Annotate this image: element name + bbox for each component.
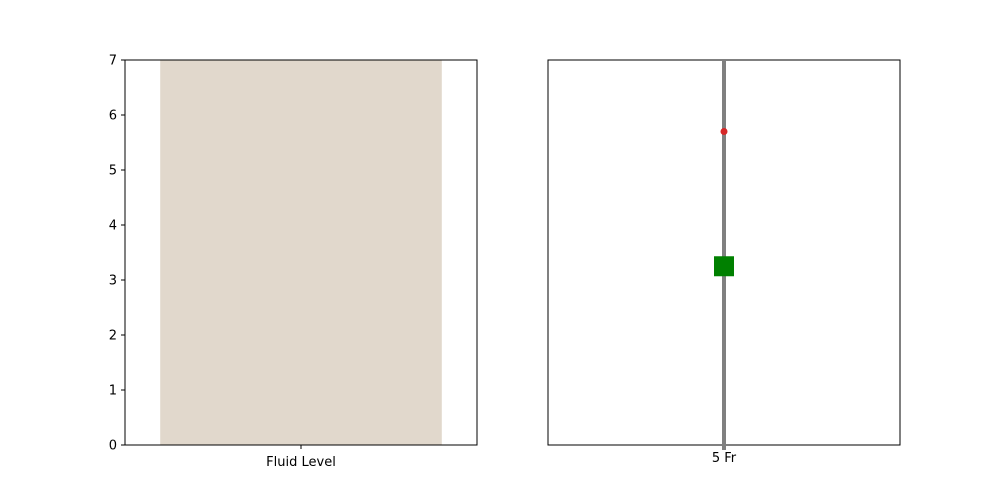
left-y-ticks: 0 1 2 3 4 5 6 7: [109, 54, 125, 454]
marker-square: [714, 256, 734, 277]
y-tick-label: 5: [109, 164, 117, 179]
y-tick-label: 4: [109, 219, 117, 234]
right-content: [714, 60, 734, 450]
y-tick-label: 0: [109, 439, 117, 454]
bar-fluid-level: [160, 60, 442, 445]
x-tick-label: 5 Fr: [712, 451, 737, 466]
y-tick-label: 3: [109, 274, 117, 289]
left-panel: 0 1 2 3 4 5 6 7 Fluid Level: [109, 54, 478, 470]
left-bars: [160, 60, 442, 445]
marker-circle: [720, 128, 728, 135]
y-tick-label: 1: [109, 384, 117, 399]
left-x-ticks: Fluid Level: [266, 445, 336, 470]
right-panel: 5 Fr: [547, 59, 901, 466]
y-tick-label: 7: [109, 54, 117, 69]
y-tick-label: 6: [109, 109, 117, 124]
right-x-ticks: 5 Fr: [712, 451, 737, 466]
x-tick-label: Fluid Level: [266, 455, 336, 470]
y-tick-label: 2: [109, 329, 117, 344]
